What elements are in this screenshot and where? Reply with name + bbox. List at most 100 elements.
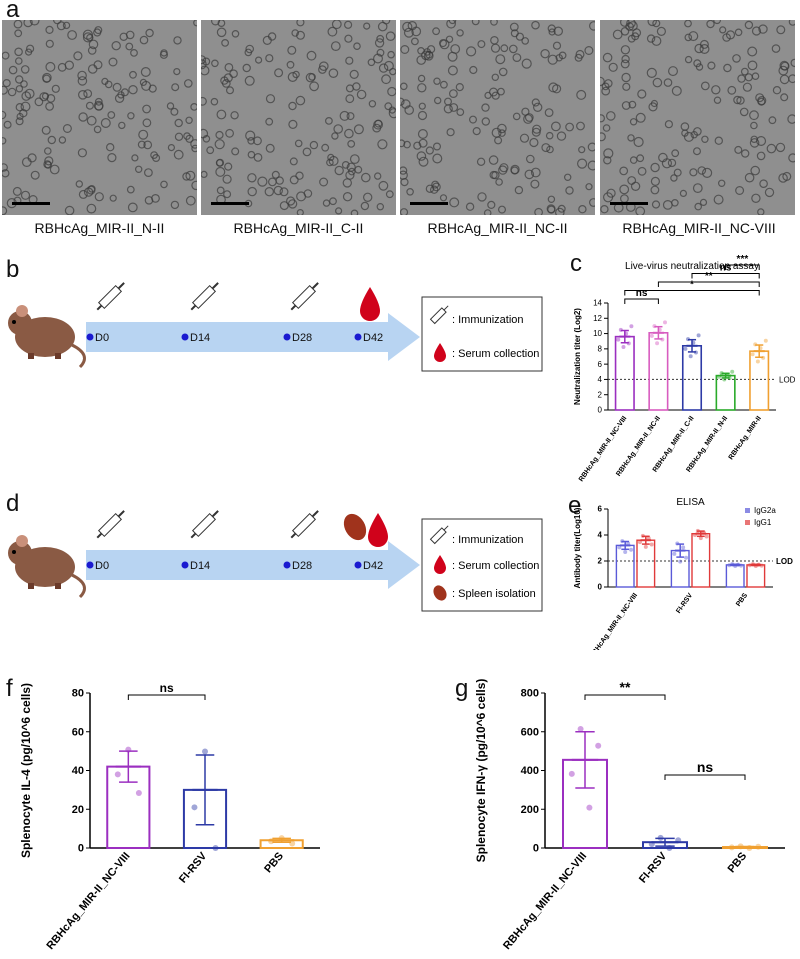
vlp-particle: [224, 63, 234, 72]
vlp-particle: [139, 35, 149, 45]
vlp-particle: [627, 134, 635, 142]
vlp-particle: [265, 117, 274, 126]
vlp-particle: [3, 120, 12, 129]
vlp-particle: [2, 169, 10, 178]
vlp-particle: [352, 82, 361, 91]
vlp-particle: [400, 178, 409, 187]
data-point: [717, 374, 721, 379]
vlp-particle: [53, 20, 62, 25]
vlp-particle: [118, 121, 126, 130]
data-point: [684, 555, 689, 560]
vlp-particle: [193, 20, 197, 27]
vlp-particle: [373, 119, 384, 130]
vlp-particle: [322, 199, 331, 207]
vlp-particle: [633, 136, 644, 148]
vlp-particle: [404, 105, 414, 115]
category-label: RBHcAg_MIR-II_NC-VIII: [589, 592, 640, 650]
y-tick-label: 12: [593, 314, 602, 323]
vlp-particle: [400, 208, 409, 215]
data-point: [618, 327, 623, 332]
vlp-particle: [190, 139, 197, 149]
vlp-particle: [456, 108, 465, 116]
vlp-particle: [540, 49, 550, 59]
data-point: [626, 541, 631, 546]
data-point: [698, 536, 703, 541]
vlp-particle: [217, 20, 226, 27]
syringe-icon: [96, 510, 125, 539]
vlp-particle: [62, 21, 71, 30]
vlp-particle: [253, 136, 262, 146]
vlp-particle: [231, 30, 240, 38]
vlp-particle: [326, 158, 334, 167]
vlp-particle: [576, 121, 585, 131]
vlp-particle: [603, 156, 612, 165]
vlp-particle: [521, 107, 530, 116]
vlp-particle: [262, 35, 272, 45]
vlp-particle: [694, 43, 704, 54]
vlp-particle: [637, 166, 647, 176]
vlp-particle: [134, 165, 143, 173]
data-point: [719, 371, 724, 376]
vlp-particle: [487, 200, 496, 209]
y-tick-label: 14: [593, 299, 602, 308]
data-point: [648, 841, 655, 848]
data-point: [701, 530, 706, 535]
vlp-particle: [547, 195, 556, 203]
vlp-particle: [344, 34, 353, 43]
vlp-particle: [142, 104, 152, 114]
vlp-particle: [733, 95, 742, 105]
y-tick-label: 200: [521, 804, 539, 816]
vlp-particle: [646, 67, 657, 79]
vlp-particle: [363, 22, 371, 30]
data-point: [750, 352, 755, 357]
data-point: [675, 541, 680, 546]
panel-label-c: c: [570, 250, 582, 277]
data-point: [125, 746, 132, 753]
data-point: [568, 770, 575, 777]
vlp-particle: [185, 116, 193, 125]
vlp-particle: [736, 96, 745, 105]
vlp-particle: [138, 129, 149, 140]
vlp-particle: [750, 135, 758, 144]
data-point: [624, 331, 629, 336]
vlp-particle: [440, 80, 448, 89]
vlp-particle: [417, 128, 428, 139]
vlp-particle: [247, 150, 256, 159]
vlp-particle: [749, 110, 759, 121]
vlp-particle: [400, 45, 410, 55]
vlp-particle: [656, 26, 667, 36]
vlp-particle: [388, 108, 396, 119]
data-point: [756, 562, 761, 567]
vlp-particle: [47, 135, 57, 145]
vlp-particle: [216, 186, 225, 195]
vlp-particle: [131, 154, 139, 162]
vlp-particle: [776, 25, 786, 35]
vlp-particle: [87, 64, 98, 74]
y-tick-label: 8: [598, 345, 603, 354]
data-point: [753, 342, 758, 347]
significance-bracket: [657, 281, 760, 287]
significance-label: ns: [697, 759, 714, 775]
vlp-particle: [622, 82, 631, 91]
vlp-particle: [111, 41, 121, 51]
vlp-particle: [223, 190, 232, 199]
vlp-particle: [606, 111, 616, 121]
vlp-particle: [128, 84, 138, 95]
vlp-particle: [353, 124, 364, 135]
vlp-particle: [476, 157, 486, 166]
category-label: FI-RSV: [637, 850, 670, 886]
vlp-particle: [532, 102, 543, 113]
vlp-particle: [42, 74, 51, 84]
vlp-particle: [547, 54, 558, 65]
vlp-particle: [439, 39, 450, 50]
vlp-particle: [468, 115, 477, 124]
significance-label: **: [620, 679, 631, 695]
vlp-particle: [491, 73, 500, 82]
vlp-particle: [750, 165, 760, 176]
vlp-particle: [30, 170, 40, 180]
panel-label-a: a: [6, 0, 20, 23]
data-point: [621, 345, 626, 350]
vlp-particle: [602, 52, 613, 63]
vlp-particle: [565, 122, 575, 132]
vlp-particle: [601, 86, 611, 96]
